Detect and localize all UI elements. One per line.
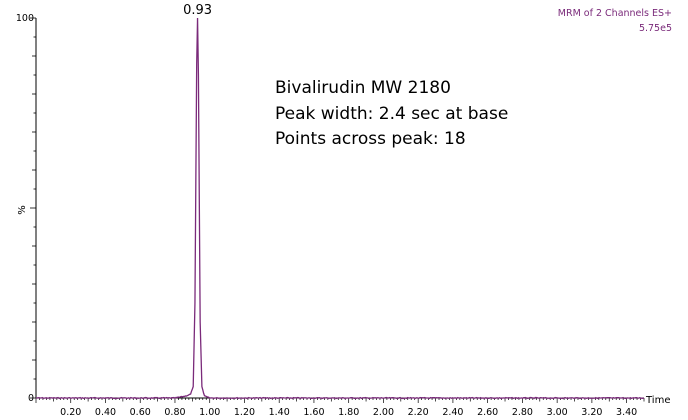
peak-label: 0.93 <box>183 3 212 18</box>
annotation-points: Points across peak: 18 <box>275 129 466 149</box>
x-tick-label: 3.20 <box>581 407 602 418</box>
annotation-peak-width: Peak width: 2.4 sec at base <box>275 104 508 124</box>
info-intensity: 5.75e5 <box>639 23 672 34</box>
x-tick-label: 0.80 <box>164 407 185 418</box>
x-tick-label: 0.60 <box>130 407 151 418</box>
x-tick-label: 0.20 <box>60 407 81 418</box>
x-tick-label: 0.40 <box>95 407 116 418</box>
chromatogram-trace <box>35 17 645 400</box>
x-axis: 0.20 0.40 0.60 0.80 1.00 1.20 1.40 1.60 1.80 2.00… <box>35 397 645 418</box>
x-axis-label: Time <box>645 395 670 406</box>
y-tick-label: 0 <box>28 393 34 404</box>
x-tick-label: 2.80 <box>512 407 533 418</box>
x-tick-label: 2.60 <box>477 407 498 418</box>
y-tick-label: 100 <box>16 13 34 24</box>
x-tick-label: 2.40 <box>442 407 463 418</box>
x-tick-label: 1.40 <box>269 407 290 418</box>
x-tick-label: 1.00 <box>199 407 220 418</box>
x-tick-label: 3.00 <box>547 407 568 418</box>
x-tick-label: 3.40 <box>616 407 637 418</box>
x-tick-label: 2.00 <box>373 407 394 418</box>
x-tick-label: 1.20 <box>234 407 255 418</box>
annotation-compound: Bivalirudin MW 2180 <box>275 78 451 98</box>
info-channels: MRM of 2 Channels ES+ <box>558 8 672 19</box>
x-tick-label: 2.20 <box>408 407 429 418</box>
y-axis: 100 0 <box>16 13 37 404</box>
x-tick-label: 1.60 <box>303 407 324 418</box>
y-axis-label: % <box>17 205 28 215</box>
x-tick-label: 1.80 <box>338 407 359 418</box>
